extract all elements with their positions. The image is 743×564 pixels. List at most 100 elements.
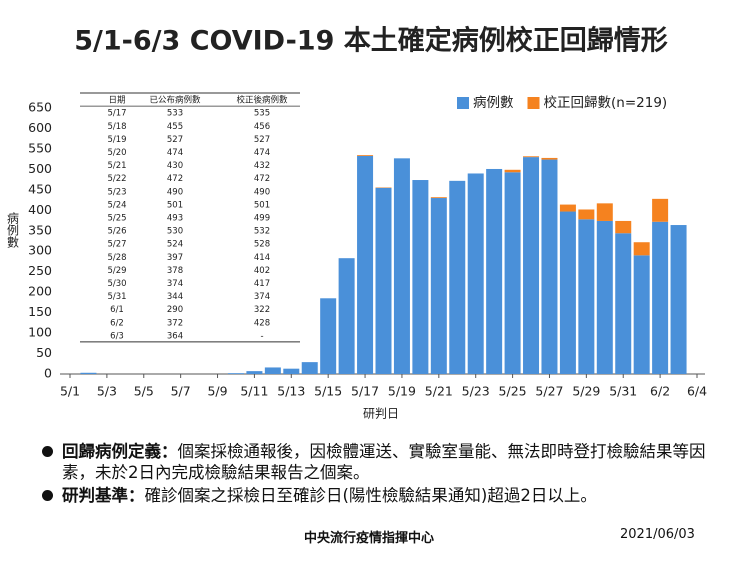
table-cell: 5/18	[107, 122, 126, 132]
table-cell: 428	[254, 318, 270, 328]
table-cell: 5/27	[107, 240, 126, 250]
table-cell: 474	[254, 148, 270, 158]
x-tick-label: 5/29	[572, 384, 600, 399]
bar-segment	[357, 155, 374, 156]
table-cell: 535	[254, 109, 270, 119]
bar-segment	[338, 258, 355, 374]
note: 回歸病例定義：個案採檢通報後，因檢體運送、實驗室量能、無法即時登打檢驗結果等因素…	[42, 441, 724, 483]
table-cell: 490	[167, 187, 183, 197]
table-cell: 344	[167, 292, 183, 302]
x-tick-label: 5/1	[60, 384, 80, 399]
y-tick-label: 300	[28, 243, 52, 258]
table-cell: 524	[167, 240, 183, 250]
table-cell: 6/1	[110, 305, 124, 315]
table-cell: 430	[167, 161, 183, 171]
bar-segment	[596, 220, 613, 374]
table-cell: 290	[167, 305, 183, 315]
chart-title: 5/1-6/3 COVID-19 本土確定病例校正回歸情形	[74, 25, 668, 57]
x-tick-label: 5/19	[388, 384, 416, 399]
table-cell: 6/3	[110, 331, 124, 341]
y-tick-label: 250	[28, 263, 52, 278]
bar-segment	[430, 197, 447, 199]
table-cell: 5/20	[107, 148, 126, 158]
table-cell: 501	[167, 200, 183, 210]
y-tick-label: 600	[28, 120, 52, 135]
x-axis-label: 研判日	[363, 407, 399, 421]
bar-segment	[504, 169, 521, 173]
table-cell: 490	[254, 187, 270, 197]
bar-segment	[615, 220, 632, 234]
table-cell: 472	[167, 174, 183, 184]
x-tick-label: 5/11	[240, 384, 268, 399]
x-tick-label: 5/27	[535, 384, 563, 399]
footer-source: 中央流行疫情指揮中心	[304, 531, 435, 546]
table-cell: 5/23	[107, 187, 126, 197]
bar-segment	[541, 157, 558, 160]
table-cell: 5/28	[107, 253, 126, 263]
table-cell: 432	[254, 161, 270, 171]
table-cell: 322	[254, 305, 270, 315]
bar-segment	[227, 373, 244, 374]
x-tick-label: 5/3	[97, 384, 117, 399]
x-tick-label: 6/4	[687, 384, 707, 399]
table-cell: 455	[167, 122, 183, 132]
y-tick-label: 200	[28, 284, 52, 299]
bar-segment	[559, 204, 576, 212]
footer-date: 2021/06/03	[620, 527, 695, 542]
table-cell: 414	[254, 253, 270, 263]
y-tick-label: 550	[28, 140, 52, 155]
bar-segment	[578, 219, 595, 374]
table-cell: 533	[167, 109, 183, 119]
table-cell: 5/17	[107, 109, 126, 119]
y-tick-label: 150	[28, 304, 52, 319]
note: 研判基準：確診個案之採檢日至確診日(陽性檢驗結果通知)超過2日以上。	[42, 485, 724, 506]
bar-segment	[430, 198, 447, 374]
bar-segment	[615, 233, 632, 374]
bullet	[42, 490, 53, 501]
bar-segment	[670, 225, 687, 374]
table-header: 已公布病例數	[149, 95, 201, 106]
table-cell: 5/26	[107, 227, 126, 237]
table-cell: 474	[167, 148, 183, 158]
bar-segment	[633, 242, 650, 256]
bar-segment	[504, 172, 521, 374]
legend-label: 病例數	[473, 95, 514, 111]
bar-segment	[523, 157, 540, 374]
table-cell: 397	[167, 253, 183, 263]
bar-segment	[264, 367, 281, 374]
x-tick-label: 5/5	[134, 384, 154, 399]
table-cell: 6/2	[110, 318, 124, 328]
table-cell: 527	[254, 135, 270, 145]
y-tick-label: 500	[28, 161, 52, 176]
table-cell: 530	[167, 227, 183, 237]
y-tick-label: 450	[28, 181, 52, 196]
table-cell: 372	[167, 318, 183, 328]
bar-segment	[559, 211, 576, 374]
x-tick-label: 5/31	[609, 384, 637, 399]
x-tick-label: 5/7	[171, 384, 191, 399]
table-cell: 532	[254, 227, 270, 237]
table-cell: 501	[254, 200, 270, 210]
table-cell: 378	[167, 266, 183, 276]
table-cell: 374	[254, 292, 270, 302]
table-cell: 5/21	[107, 161, 126, 171]
table-cell: 472	[254, 174, 270, 184]
bar-segment	[393, 158, 410, 374]
table-cell: 493	[167, 213, 183, 223]
bar-segment	[320, 298, 337, 374]
table-header: 日期	[108, 96, 125, 106]
bar-segment	[633, 255, 650, 374]
note-term: 研判基準：	[62, 486, 145, 505]
table-cell: 5/19	[107, 135, 126, 145]
bar-segment	[578, 209, 595, 220]
x-tick-label: 5/17	[351, 384, 379, 399]
note-term: 回歸病例定義：	[62, 442, 178, 461]
table-cell: 374	[167, 279, 183, 289]
table-cell: 5/31	[107, 292, 126, 302]
x-tick-label: 5/25	[499, 384, 527, 399]
x-tick-label: 6/2	[650, 384, 670, 399]
bar-segment	[652, 198, 669, 222]
bar-segment	[80, 372, 97, 374]
bar-segment	[301, 362, 318, 374]
table-cell: 5/22	[107, 174, 126, 184]
